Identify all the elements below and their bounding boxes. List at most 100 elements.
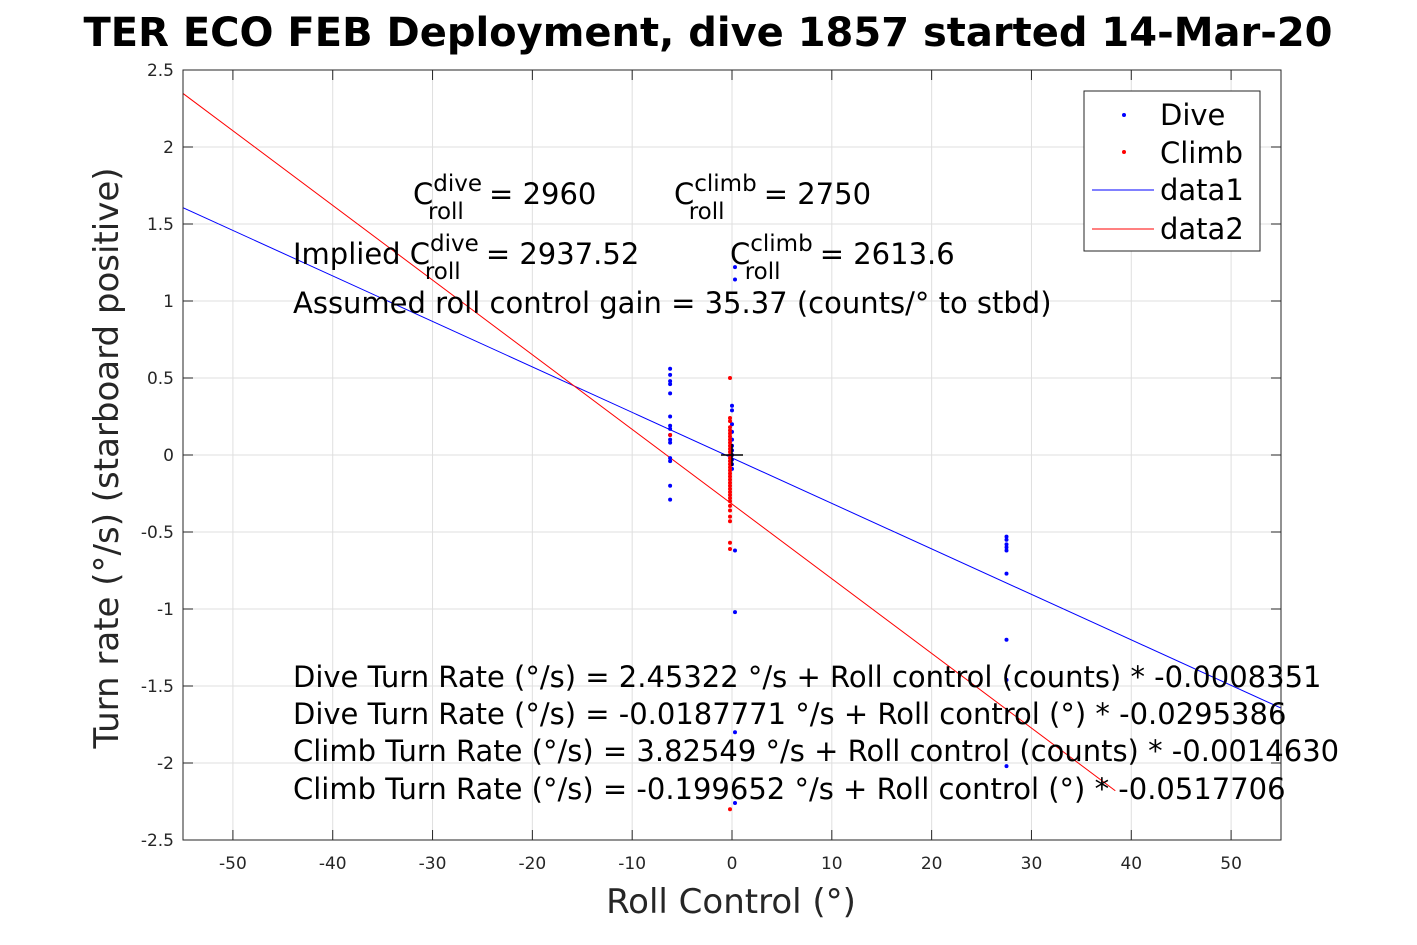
legend-swatch-climb xyxy=(1122,150,1126,154)
x-tick-label: -50 xyxy=(219,854,247,874)
data-point-climb xyxy=(728,449,733,454)
data-point-dive xyxy=(1004,534,1009,539)
data-point-climb xyxy=(728,483,733,488)
data-point-climb xyxy=(668,432,673,437)
data-point-climb xyxy=(728,489,733,494)
data-point-climb xyxy=(728,462,733,467)
data-point-dive xyxy=(730,422,734,427)
y-tick-label: 1.5 xyxy=(147,215,174,235)
data-point-climb xyxy=(728,431,733,436)
data-point-climb xyxy=(728,474,733,479)
x-axis-label: Roll Control (°) xyxy=(606,882,856,922)
data-point-climb xyxy=(728,416,733,421)
legend-swatch-dive xyxy=(1122,113,1126,117)
data-point-dive xyxy=(668,372,673,377)
data-point-climb xyxy=(728,437,733,442)
data-point-climb xyxy=(728,468,733,473)
data-point-climb xyxy=(728,440,733,445)
x-tick-label: -20 xyxy=(518,854,546,874)
data-point-dive xyxy=(668,391,673,396)
data-point-climb xyxy=(728,459,733,464)
y-tick-label: 2 xyxy=(163,138,174,158)
y-tick-label: -2.5 xyxy=(141,831,174,851)
x-tick-label: 10 xyxy=(821,854,843,874)
data-point-climb xyxy=(728,540,733,545)
data-point-climb xyxy=(728,434,733,439)
annotation-c-roll-climb: Cclimb roll = 2750 xyxy=(674,171,871,225)
chart-title: TER ECO FEB Deployment, dive 1857 starte… xyxy=(83,10,1332,56)
annotation-eq-3: Climb Turn Rate (°/s) = 3.82549 °/s + Ro… xyxy=(293,734,1339,768)
data-point-climb xyxy=(728,546,733,551)
legend-box xyxy=(1083,90,1261,252)
fit-line-data2 xyxy=(183,93,1116,792)
data-point-dive xyxy=(730,408,734,413)
annotation-gain: Assumed roll control gain = 35.37 (count… xyxy=(293,286,1052,320)
data-point-climb xyxy=(728,419,733,424)
data-point-dive xyxy=(1004,571,1009,576)
y-tick-label: 1 xyxy=(163,292,174,312)
x-tick-label: 40 xyxy=(1120,854,1142,874)
data-point-climb xyxy=(728,428,733,433)
x-tick-label: 0 xyxy=(727,854,738,874)
data-point-dive xyxy=(732,801,737,806)
data-point-dive xyxy=(668,483,673,488)
y-tick-label: 0.5 xyxy=(147,369,174,389)
data-point-dive xyxy=(732,277,737,282)
data-point-dive xyxy=(1004,542,1009,547)
annotation-eq-4: Climb Turn Rate (°/s) = -0.199652 °/s + … xyxy=(293,772,1286,806)
data-point-dive xyxy=(668,366,673,371)
data-point-climb xyxy=(728,496,733,501)
data-point-climb xyxy=(728,443,733,448)
legend-label-data2: data2 xyxy=(1160,212,1244,246)
data-point-climb xyxy=(728,456,733,461)
y-tick-label: -0.5 xyxy=(141,523,174,543)
data-point-climb xyxy=(728,499,733,504)
y-tick-label: -1 xyxy=(157,600,174,620)
x-tick-label: 50 xyxy=(1220,854,1242,874)
data-point-dive xyxy=(1004,637,1009,642)
x-tick-label: 20 xyxy=(921,854,943,874)
y-tick-label: 2.5 xyxy=(147,61,174,81)
y-tick-label: 0 xyxy=(163,446,174,466)
legend-label-data1: data1 xyxy=(1160,173,1244,207)
data-point-dive xyxy=(668,423,673,428)
data-point-dive xyxy=(732,730,737,735)
data-point-dive xyxy=(668,437,673,442)
data-point-climb xyxy=(728,376,733,380)
data-point-climb xyxy=(728,503,733,508)
data-point-climb xyxy=(728,519,733,524)
x-tick-label: -40 xyxy=(319,854,347,874)
data-point-climb xyxy=(728,465,733,470)
data-point-climb xyxy=(728,493,733,498)
data-point-dive xyxy=(668,497,673,502)
annotation-c-roll-dive: Cdive roll = 2960 xyxy=(413,171,596,225)
data-point-dive xyxy=(668,440,673,445)
data-point-climb xyxy=(728,446,733,451)
data-point-dive xyxy=(1004,548,1009,553)
y-axis-label: Turn rate (°/s) (starboard positive) xyxy=(87,167,127,749)
data-point-dive xyxy=(1004,537,1009,542)
data-point-climb xyxy=(728,508,733,513)
axis-ticks: -50 -40 -30 -20 -10 0 10 20 30 40 50-2.5-2-1.5-1-0… xyxy=(141,61,1281,874)
data-point-climb xyxy=(728,486,733,491)
data-point-dive xyxy=(730,403,734,408)
data-point-climb xyxy=(728,807,733,812)
legend-label-dive: Dive xyxy=(1160,98,1225,132)
data-point-dive xyxy=(668,456,673,461)
data-point-climb xyxy=(728,471,733,476)
data-point-climb xyxy=(728,514,733,519)
data-point-dive xyxy=(668,414,673,419)
data-point-dive xyxy=(1004,764,1009,769)
data-point-climb xyxy=(728,477,733,482)
data-point-climb xyxy=(728,425,733,430)
x-tick-label: 30 xyxy=(1021,854,1043,874)
data-point-dive xyxy=(732,610,737,615)
annotation-implied-dive: Implied Cdive roll = 2937.52 xyxy=(293,231,639,285)
annotation-eq-1: Dive Turn Rate (°/s) = 2.45322 °/s + Rol… xyxy=(293,660,1321,694)
legend: Dive Climb data1 data2 xyxy=(1083,90,1261,252)
data-point-dive xyxy=(1004,677,1009,682)
data-point-dive xyxy=(668,382,673,387)
y-tick-label: -1.5 xyxy=(141,677,174,697)
data-point-climb xyxy=(728,480,733,485)
